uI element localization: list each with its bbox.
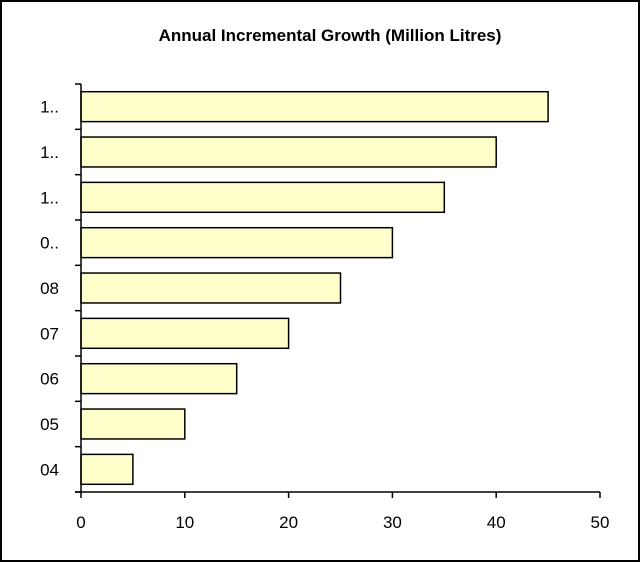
y-tick-label-5: 0.. <box>40 234 59 253</box>
bars-group <box>80 90 549 486</box>
y-tick-label-0: 04 <box>40 460 59 479</box>
y-tick-label-4: 08 <box>40 279 59 298</box>
bar-0 <box>80 453 134 486</box>
x-tick-label-2: 20 <box>279 513 298 532</box>
bar-8 <box>80 90 549 123</box>
y-tick-label-7: 1.. <box>40 143 59 162</box>
bar-2 <box>80 362 238 395</box>
y-tick-label-1: 05 <box>40 415 59 434</box>
bar-1 <box>80 408 186 440</box>
x-tick-label-4: 40 <box>487 513 506 532</box>
bar-7 <box>80 136 497 168</box>
y-tick-label-2: 06 <box>40 370 59 389</box>
x-tick-label-3: 30 <box>383 513 402 532</box>
bar-5 <box>80 226 394 259</box>
y-tick-label-3: 07 <box>40 324 59 343</box>
x-tick-label-5: 50 <box>591 513 610 532</box>
chart-title: Annual Incremental Growth (Million Litre… <box>159 26 502 45</box>
axes-group <box>75 83 601 498</box>
x-tick-label-1: 10 <box>175 513 194 532</box>
bar-4 <box>80 272 342 304</box>
bar-6 <box>80 181 446 214</box>
x-tick-labels: 0 10 20 30 40 50 <box>76 513 609 532</box>
y-tick-label-8: 1.. <box>40 98 59 117</box>
x-tick-label-0: 0 <box>76 513 85 532</box>
bar-3 <box>80 317 290 350</box>
y-tick-labels: 04 05 06 07 08 0.. 1.. 1.. 1.. <box>40 98 59 480</box>
y-tick-label-6: 1.. <box>40 188 59 207</box>
